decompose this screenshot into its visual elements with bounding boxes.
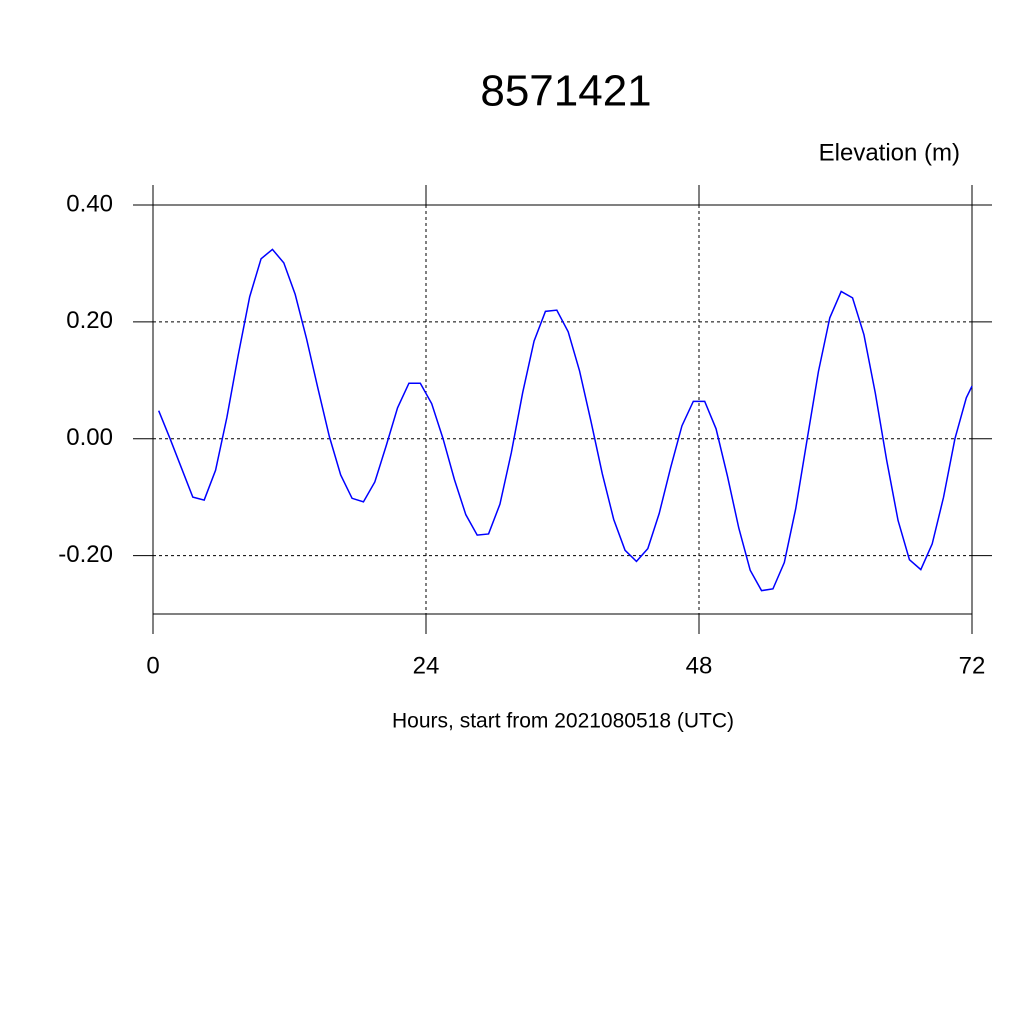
y-axis-label: Elevation (m) (819, 139, 960, 166)
x-tick-label: 72 (959, 652, 986, 679)
x-tick-label: 0 (146, 652, 159, 679)
y-tick-label: 0.40 (66, 190, 113, 217)
x-tick-label: 48 (686, 652, 713, 679)
x-tick-label: 24 (413, 652, 440, 679)
chart-title: 8571421 (480, 67, 651, 116)
y-tick-label: 0.20 (66, 307, 113, 334)
line-series (157, 248, 973, 592)
x-axis-label: Hours, start from 2021080518 (UTC) (392, 710, 734, 733)
plot-frame (152, 204, 973, 615)
y-tick-label: -0.20 (58, 541, 113, 568)
y-tick-label: 0.00 (66, 424, 113, 451)
